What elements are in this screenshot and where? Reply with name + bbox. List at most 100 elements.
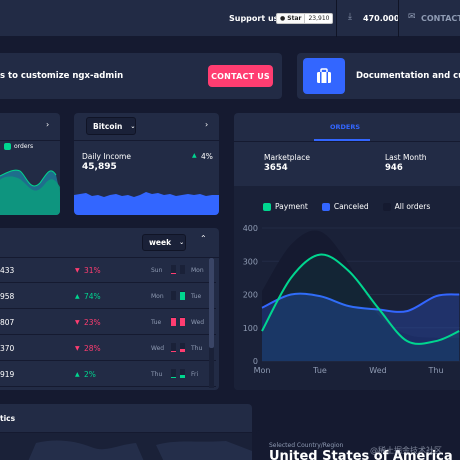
world-map[interactable] bbox=[0, 433, 252, 460]
contact-email[interactable]: CONTACT@ bbox=[421, 14, 460, 23]
mini-legend: orders bbox=[4, 143, 33, 150]
orders-mini-card: › orders bbox=[0, 113, 60, 215]
row-day-from: Tue bbox=[151, 319, 162, 326]
x-tick-label: Tue bbox=[312, 366, 327, 375]
row-day-to: Thu bbox=[191, 345, 203, 352]
daily-change: 4% bbox=[201, 152, 213, 161]
y-tick-label: 0 bbox=[253, 357, 258, 366]
legend-canceled: Canceled bbox=[333, 202, 369, 211]
row-value: 370 bbox=[0, 344, 15, 353]
series-all-orders-area bbox=[262, 230, 460, 361]
country-panel: Selected Country/Region United States of… bbox=[256, 430, 460, 460]
row-value: 807 bbox=[0, 318, 15, 327]
stats-title: tics bbox=[0, 414, 16, 423]
support-label: Support us: bbox=[229, 14, 282, 23]
country-name: United States of America bbox=[269, 449, 453, 460]
github-star-button[interactable]: ● Star 23,910 bbox=[276, 13, 334, 24]
row-day-to: Wed bbox=[191, 319, 205, 326]
period-select[interactable]: week ⌄ bbox=[142, 234, 186, 251]
crypto-select[interactable]: Bitcoin ⌄ bbox=[86, 117, 136, 135]
series-payment-area bbox=[262, 254, 460, 361]
row-delta: 28% bbox=[84, 344, 101, 353]
legend-payment-swatch bbox=[263, 202, 271, 211]
chevron-down-icon: ⌄ bbox=[179, 239, 185, 246]
series-payment-line bbox=[261, 253, 460, 345]
lastmonth-value: 946 bbox=[385, 163, 403, 173]
tab-indicator bbox=[314, 139, 370, 141]
y-tick-label: 200 bbox=[243, 291, 258, 300]
orders-chart: 0 100 200 300 400 Mon Tue Wed Thu bbox=[243, 224, 460, 375]
legend-payment: Payment bbox=[275, 202, 308, 211]
daily-income-label: Daily Income bbox=[82, 152, 131, 161]
mini-area-chart bbox=[0, 169, 60, 215]
arrow-down-icon: ▼ bbox=[75, 319, 80, 326]
chevron-right-icon[interactable]: › bbox=[205, 120, 209, 129]
row-bar-to bbox=[180, 317, 185, 326]
watermark: @稀土掘金技术社区 bbox=[370, 446, 442, 455]
legend-all-swatch bbox=[382, 202, 391, 211]
crypto-card: Bitcoin ⌄ › Daily Income 45,895 ▲ 4% bbox=[74, 113, 219, 215]
row-day-from: Thu bbox=[151, 371, 163, 378]
row-day-from: Wed bbox=[151, 345, 165, 352]
x-tick-label: Thu bbox=[427, 366, 443, 375]
row-day-from: Mon bbox=[151, 293, 164, 300]
table-row[interactable]: 919 ▲ 2% Thu Fri bbox=[0, 362, 216, 387]
promo-text: s to customize ngx-admin bbox=[0, 71, 124, 81]
row-day-from: Sun bbox=[151, 267, 163, 274]
chevron-up-icon[interactable]: ⌃ bbox=[200, 234, 207, 243]
arrow-up-icon: ▲ bbox=[75, 371, 80, 378]
table-row[interactable]: 958 ▲ 74% Mon Tue bbox=[0, 284, 216, 309]
arrow-up-icon: ▲ bbox=[192, 152, 197, 159]
row-bar-to bbox=[180, 369, 185, 378]
row-day-to: Mon bbox=[191, 267, 204, 274]
x-tick-label: Mon bbox=[254, 366, 271, 375]
chevron-right-icon[interactable]: › bbox=[46, 120, 50, 129]
daily-income-value: 45,895 bbox=[82, 162, 117, 172]
income-area-chart bbox=[74, 192, 219, 215]
table-row[interactable]: 807 ▼ 23% Tue Wed bbox=[0, 310, 216, 335]
country-label: Selected Country/Region bbox=[269, 442, 344, 449]
row-bar-to bbox=[180, 343, 185, 352]
row-day-to: Tue bbox=[191, 293, 202, 300]
marketplace-label: Marketplace bbox=[264, 153, 310, 162]
docs-text: Documentation and cust bbox=[356, 71, 460, 81]
promo-card: s to customize ngx-admin CONTACT US bbox=[0, 53, 282, 99]
row-value: 958 bbox=[0, 292, 15, 301]
marketplace-value: 3654 bbox=[264, 163, 288, 173]
mail-icon: ✉ bbox=[408, 12, 416, 22]
row-bar-from bbox=[171, 291, 176, 300]
star-count: 23,910 bbox=[305, 13, 334, 24]
row-bar-from bbox=[171, 369, 176, 378]
github-icon: ● bbox=[280, 15, 286, 22]
chart-legend: Payment Canceled All orders bbox=[263, 202, 430, 211]
table-row[interactable]: 433 ▼ 31% Sun Mon bbox=[0, 258, 216, 283]
download-icon: ⤓ bbox=[348, 12, 352, 22]
legend-canceled-swatch bbox=[321, 202, 330, 211]
series-canceled-line bbox=[261, 292, 460, 313]
arrow-up-icon: ▲ bbox=[75, 293, 80, 300]
legend-all-orders: All orders bbox=[394, 202, 431, 211]
top-header: Support us: ● Star 23,910 ⤓ 470.000 ✉ CON… bbox=[0, 0, 460, 37]
lastmonth-label: Last Month bbox=[385, 153, 427, 162]
y-tick-label: 100 bbox=[243, 324, 258, 333]
briefcase-icon bbox=[317, 68, 331, 83]
row-value: 433 bbox=[0, 266, 15, 275]
docs-icon-box bbox=[303, 58, 345, 94]
contact-us-button[interactable]: CONTACT US bbox=[208, 65, 273, 87]
row-bar-from bbox=[171, 265, 176, 274]
row-delta: 74% bbox=[84, 292, 101, 301]
tab-orders[interactable]: ORDERS bbox=[330, 123, 361, 131]
row-delta: 31% bbox=[84, 266, 101, 275]
row-bar-from bbox=[171, 343, 176, 352]
scrollbar[interactable] bbox=[209, 258, 214, 388]
download-count: 470.000 bbox=[363, 14, 400, 23]
table-row[interactable]: 370 ▼ 28% Wed Thu bbox=[0, 336, 216, 361]
y-tick-label: 300 bbox=[243, 257, 258, 266]
docs-card[interactable]: Documentation and cust bbox=[297, 53, 460, 99]
row-delta: 23% bbox=[84, 318, 101, 327]
arrow-down-icon: ▼ bbox=[75, 345, 80, 352]
row-bar-to bbox=[180, 291, 185, 300]
arrow-down-icon: ▼ bbox=[75, 267, 80, 274]
row-value: 919 bbox=[0, 370, 15, 379]
row-bar-from bbox=[171, 317, 176, 326]
